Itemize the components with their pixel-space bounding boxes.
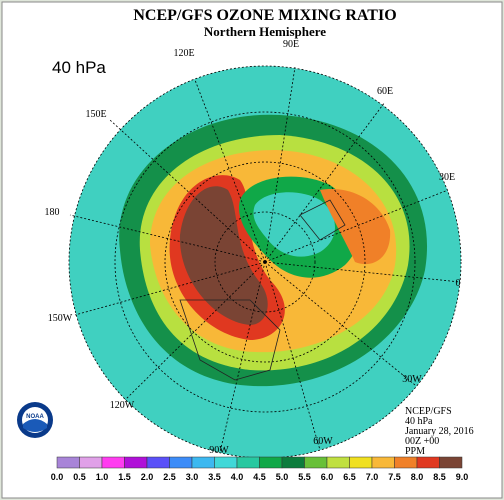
info-line: PPM <box>405 446 425 457</box>
colorbar-label: 3.0 <box>186 472 199 482</box>
subtitle: Northern Hemisphere <box>204 24 326 39</box>
longitude-label: 60E <box>377 86 393 97</box>
colorbar-swatch <box>394 456 418 469</box>
info-line: January 28, 2016 <box>405 426 474 437</box>
longitude-label: 60W <box>313 436 333 447</box>
info-line: 00Z +00 <box>405 436 439 447</box>
coastlines <box>179 199 346 381</box>
colorbar-swatch <box>146 456 170 469</box>
colorbar-swatch <box>236 456 260 469</box>
logo-text: NOAA <box>26 414 44 420</box>
colorbar-swatch <box>326 456 350 469</box>
colorbar-label: 7.5 <box>388 472 401 482</box>
title: NCEP/GFS OZONE MIXING RATIO <box>133 7 396 24</box>
colorbar-label: 2.5 <box>163 472 176 482</box>
colorbar-label: 5.5 <box>298 472 311 482</box>
colorbar-swatch <box>191 456 215 469</box>
longitude-label: 0 <box>456 278 461 289</box>
longitude-label: 180 <box>45 207 60 218</box>
colorbar-label: 1.5 <box>118 472 131 482</box>
colorbar-label: 4.5 <box>253 472 266 482</box>
info-line: NCEP/GFS <box>405 406 452 417</box>
colorbar-label: 1.0 <box>96 472 109 482</box>
colorbar-swatch <box>304 456 328 469</box>
longitude-label: 120E <box>173 48 194 59</box>
colorbar-swatch <box>259 456 283 469</box>
colorbar-swatch <box>56 456 80 469</box>
colorbar-label: 7.0 <box>366 472 379 482</box>
colorbar-label: 2.0 <box>141 472 154 482</box>
longitude-label: 30E <box>439 172 455 183</box>
colorbar-swatch <box>169 456 193 469</box>
colorbar-label: 8.0 <box>411 472 424 482</box>
colorbar-label: 6.0 <box>321 472 334 482</box>
colorbar-swatch <box>281 456 305 469</box>
longitude-label: 90E <box>283 39 299 50</box>
colorbar-swatch <box>349 456 373 469</box>
colorbar-label: 9.0 <box>456 472 469 482</box>
colorbar-swatch <box>214 456 238 469</box>
longitude-label: 30W <box>402 374 422 385</box>
longitude-label: 150W <box>48 313 73 324</box>
longitude-label: 90W <box>209 445 229 456</box>
info-line: 40 hPa <box>405 416 433 427</box>
colorbar-swatch <box>124 456 148 469</box>
colorbar-label: 5.0 <box>276 472 289 482</box>
graticule <box>68 65 462 459</box>
longitude-label: 120W <box>110 400 135 411</box>
colorbar-swatch <box>416 456 440 469</box>
colorbar-swatch <box>439 456 463 469</box>
colorbar-swatch <box>79 456 103 469</box>
colorbar-label: 0.5 <box>73 472 86 482</box>
colorbar-swatch <box>101 456 125 469</box>
colorbar-swatch <box>371 456 395 469</box>
colorbar-label: 0.0 <box>51 472 64 482</box>
noaa-logo: NOAA <box>17 402 53 438</box>
colorbar-label: 8.5 <box>433 472 446 482</box>
colorbar-label: 3.5 <box>208 472 221 482</box>
level-label: 40 hPa <box>52 58 106 77</box>
colorbar-label: 4.0 <box>231 472 244 482</box>
colorbar-label: 6.5 <box>343 472 356 482</box>
longitude-label: 150E <box>85 109 106 120</box>
